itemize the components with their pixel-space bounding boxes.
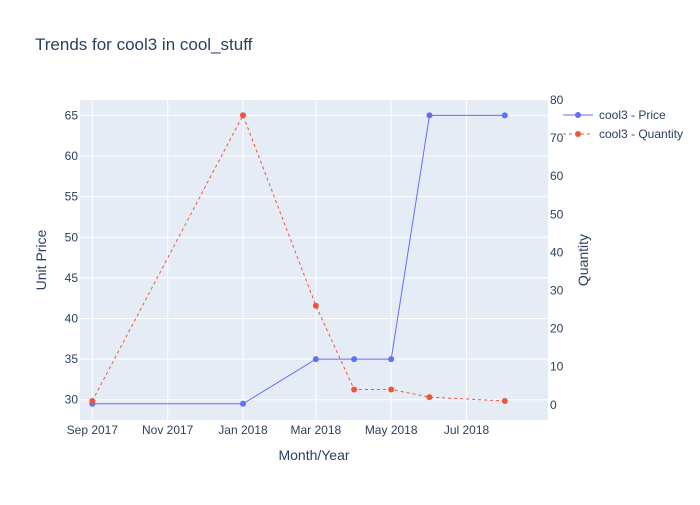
data-point-0[interactable] <box>239 400 246 407</box>
y-tick-label: 40 <box>65 311 79 325</box>
data-point-0[interactable] <box>388 356 395 363</box>
y2-tick-label: 30 <box>550 283 564 297</box>
y2-tick-label: 0 <box>550 398 557 412</box>
y-tick-label: 65 <box>65 108 79 122</box>
legend-marker <box>575 112 581 118</box>
x-tick-label: Mar 2018 <box>291 423 342 437</box>
y2-tick-label: 60 <box>550 169 564 183</box>
data-point-1[interactable] <box>351 386 358 393</box>
y2-axis-ticks: 0 10 20 30 40 50 60 70 80 <box>550 93 564 412</box>
y-tick-label: 35 <box>65 352 79 366</box>
data-point-1[interactable] <box>388 386 395 393</box>
data-point-1[interactable] <box>426 394 433 401</box>
data-point-1[interactable] <box>501 397 508 404</box>
y-tick-label: 50 <box>65 230 79 244</box>
y2-tick-label: 70 <box>550 131 564 145</box>
plot-area <box>80 100 548 420</box>
y2-tick-label: 10 <box>550 360 564 374</box>
legend[interactable]: cool3 - Price cool3 - Quantity <box>563 108 683 141</box>
y-tick-label: 30 <box>65 393 79 407</box>
chart-title: Trends for cool3 in cool_stuff <box>35 35 253 54</box>
y-axis-ticks: 30 35 40 45 50 55 60 65 <box>65 108 79 406</box>
y2-tick-label: 20 <box>550 322 564 336</box>
x-tick-label: Nov 2017 <box>142 423 194 437</box>
series-layer <box>89 112 508 407</box>
x-tick-label: Sep 2017 <box>67 423 119 437</box>
legend-item-1[interactable]: cool3 - Quantity <box>563 127 683 141</box>
y-tick-label: 55 <box>65 190 79 204</box>
legend-marker <box>575 131 581 137</box>
legend-label: cool3 - Quantity <box>599 127 683 141</box>
data-point-0[interactable] <box>501 112 508 119</box>
data-point-0[interactable] <box>312 356 319 363</box>
legend-item-0[interactable]: cool3 - Price <box>563 108 666 122</box>
x-axis-ticks: Sep 2017 Nov 2017 Jan 2018 Mar 2018 May 2018… <box>67 423 490 437</box>
y-tick-label: 60 <box>65 149 79 163</box>
x-tick-label: Jan 2018 <box>218 423 268 437</box>
y2-tick-label: 80 <box>550 93 564 107</box>
data-point-0[interactable] <box>351 356 358 363</box>
y2-tick-label: 50 <box>550 207 564 221</box>
data-point-0[interactable] <box>426 112 433 119</box>
data-point-1[interactable] <box>239 112 246 119</box>
y2-tick-label: 40 <box>550 245 564 259</box>
y-tick-label: 45 <box>65 271 79 285</box>
data-point-1[interactable] <box>89 397 96 404</box>
legend-label: cool3 - Price <box>599 108 666 122</box>
x-tick-label: Jul 2018 <box>444 423 490 437</box>
x-axis-title: Month/Year <box>278 447 349 463</box>
y-axis-title: Unit Price <box>33 229 49 290</box>
y2-axis-title: Quantity <box>575 234 591 286</box>
data-point-1[interactable] <box>312 302 319 309</box>
x-tick-label: May 2018 <box>365 423 418 437</box>
